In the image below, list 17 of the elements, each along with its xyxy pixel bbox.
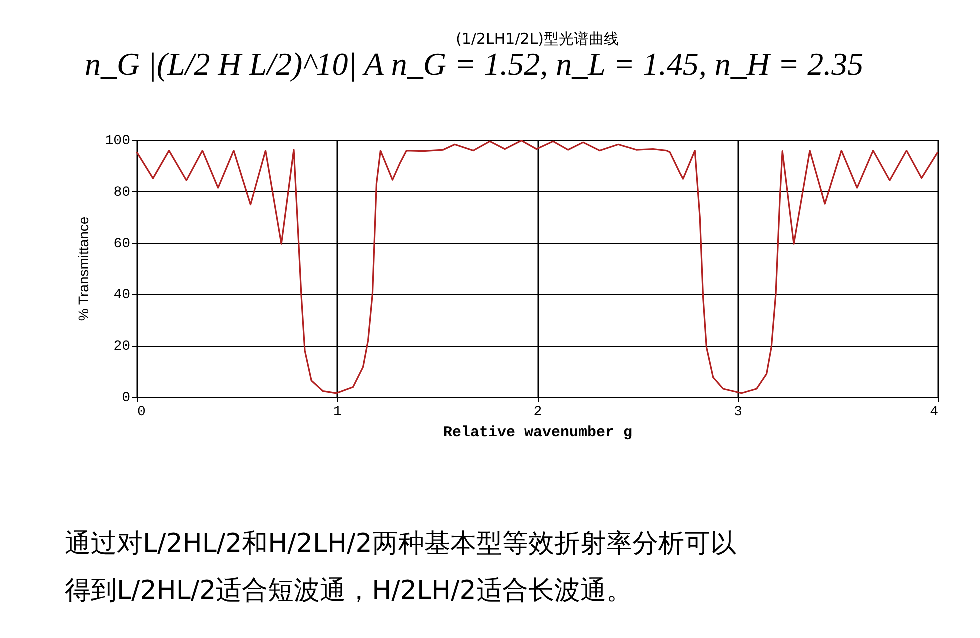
y-tick-label: 40 xyxy=(114,288,130,304)
y-tick-label: 100 xyxy=(105,134,130,150)
x-tick-label: 2 xyxy=(534,404,542,420)
x-tick-label: 1 xyxy=(334,404,342,420)
y-tick-label: 60 xyxy=(114,236,130,252)
y-axis-title: % Transmittance xyxy=(75,216,92,322)
chart-title: (1/2LH1/2L)型光谱曲线 xyxy=(456,30,619,48)
x-tick-label: 0 xyxy=(138,404,146,420)
x-tick-label: 3 xyxy=(734,404,742,420)
y-tick-label: 0 xyxy=(122,390,130,406)
x-axis-title: Relative wavenumber g xyxy=(443,424,633,442)
text: 通过对L/2HL/2和H/2LH/2两种基本型等效折射率分析可以得到L/2HL/2适合短波通，H/2LH/2适合长波通。 xyxy=(65,529,736,606)
y-tick-label: 80 xyxy=(114,184,130,201)
text: n_G |(L/2 H L/2)^10| A n_G = 1.52, n_L = 1.45, n_H = 2.35 xyxy=(85,46,864,82)
x-tick-label: 4 xyxy=(930,404,938,420)
y-tick-label: 20 xyxy=(114,339,130,356)
line-series xyxy=(136,140,939,394)
